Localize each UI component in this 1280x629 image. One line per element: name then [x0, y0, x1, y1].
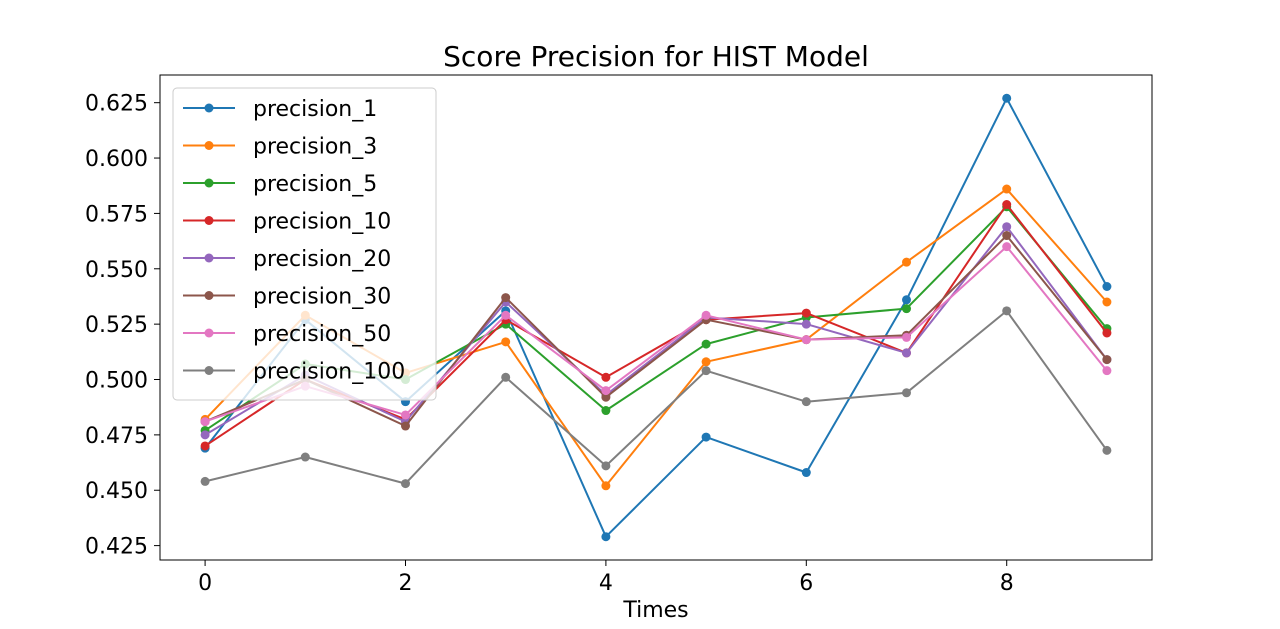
y-tick-label: 0.550 — [85, 258, 148, 283]
data-point — [701, 366, 711, 376]
data-point — [1102, 328, 1112, 338]
data-point — [400, 421, 410, 431]
legend-item: precision_50 — [183, 322, 391, 347]
legend-marker — [204, 366, 214, 375]
data-point — [801, 468, 811, 478]
data-point — [701, 357, 711, 367]
x-axis: 0 2 4 6 8 — [198, 560, 1014, 596]
x-tick-label: 6 — [799, 571, 813, 596]
data-point — [902, 257, 912, 267]
data-point — [801, 397, 811, 407]
data-point — [601, 406, 611, 416]
legend-label: precision_30 — [253, 285, 391, 310]
data-point — [1002, 231, 1012, 241]
data-point — [1102, 297, 1112, 307]
y-axis: 0.425 0.450 0.475 0.500 0.525 0.550 0.575 0.600… — [85, 92, 160, 560]
y-tick-label: 0.625 — [85, 92, 148, 117]
data-point — [902, 304, 912, 314]
data-point — [1102, 445, 1112, 455]
legend-label: precision_50 — [253, 322, 391, 347]
x-tick-label: 0 — [198, 571, 212, 596]
data-point — [801, 319, 811, 329]
legend-item: precision_20 — [183, 247, 391, 272]
data-point — [1002, 200, 1012, 210]
data-point — [1102, 355, 1112, 365]
legend-marker — [204, 178, 214, 188]
y-tick-label: 0.500 — [85, 369, 148, 394]
data-point — [300, 452, 310, 462]
legend-item: precision_5 — [183, 172, 377, 197]
data-point — [200, 476, 210, 486]
legend-item: precision_1 — [183, 97, 377, 122]
data-point — [1002, 242, 1012, 252]
data-point — [1002, 222, 1012, 232]
legend-marker — [204, 141, 214, 150]
x-tick-label: 4 — [599, 571, 613, 596]
data-point — [1102, 281, 1112, 291]
data-point — [200, 417, 210, 427]
data-point — [701, 310, 711, 320]
legend-label: precision_100 — [253, 360, 405, 385]
data-point — [902, 295, 912, 305]
data-point — [902, 388, 912, 398]
legend-box — [172, 87, 437, 401]
legend-label: precision_5 — [253, 172, 377, 197]
data-point — [1002, 93, 1012, 103]
y-tick-label: 0.575 — [85, 202, 148, 227]
data-point — [501, 372, 511, 382]
data-point — [601, 461, 611, 471]
data-point — [601, 392, 611, 402]
data-point — [701, 339, 711, 349]
series-line — [204, 309, 1108, 485]
legend-label: precision_20 — [253, 247, 391, 272]
data-point — [400, 410, 410, 420]
legend-item: precision_100 — [183, 360, 405, 385]
legend-label: precision_10 — [253, 210, 391, 235]
data-point — [601, 532, 611, 542]
series-precision_100 — [200, 306, 1112, 489]
legend-marker — [204, 253, 214, 263]
legend-marker — [204, 328, 214, 338]
chart-title: Score Precision for HIST Model — [443, 40, 869, 73]
data-point — [501, 337, 511, 347]
data-point — [801, 335, 811, 345]
data-point — [1102, 366, 1112, 376]
y-tick-label: 0.525 — [85, 313, 148, 338]
plot-frame — [159, 74, 1153, 561]
legend-marker — [204, 103, 214, 113]
data-point — [601, 386, 611, 396]
legend-item: precision_30 — [183, 285, 391, 310]
y-tick-label: 0.450 — [85, 479, 148, 504]
data-point — [601, 372, 611, 382]
y-tick-label: 0.475 — [85, 424, 148, 449]
legend-marker — [204, 216, 214, 225]
data-point — [701, 432, 711, 442]
legend-label: precision_1 — [253, 97, 377, 122]
series-line — [204, 234, 1108, 427]
data-point — [200, 441, 210, 451]
y-tick-label: 0.600 — [85, 147, 148, 172]
data-point — [200, 430, 210, 440]
legend-item: precision_3 — [183, 135, 377, 160]
legend-item: precision_10 — [183, 210, 391, 235]
legend-label: precision_3 — [253, 135, 377, 160]
data-point — [501, 293, 511, 303]
data-point — [801, 308, 811, 318]
x-tick-label: 8 — [1000, 571, 1014, 596]
data-point — [902, 348, 912, 358]
data-point — [400, 479, 410, 489]
data-point — [601, 481, 611, 491]
series-line — [204, 245, 1108, 423]
legend-marker — [204, 291, 214, 300]
data-point — [1002, 184, 1012, 194]
data-point — [501, 310, 511, 320]
data-point — [1002, 306, 1012, 316]
y-tick-label: 0.425 — [85, 535, 148, 560]
x-tick-label: 2 — [398, 571, 412, 596]
legend: precision_1 precision_3 precision_5precisi… — [172, 87, 437, 401]
x-axis-label: Times — [622, 598, 688, 623]
data-point — [902, 332, 912, 342]
